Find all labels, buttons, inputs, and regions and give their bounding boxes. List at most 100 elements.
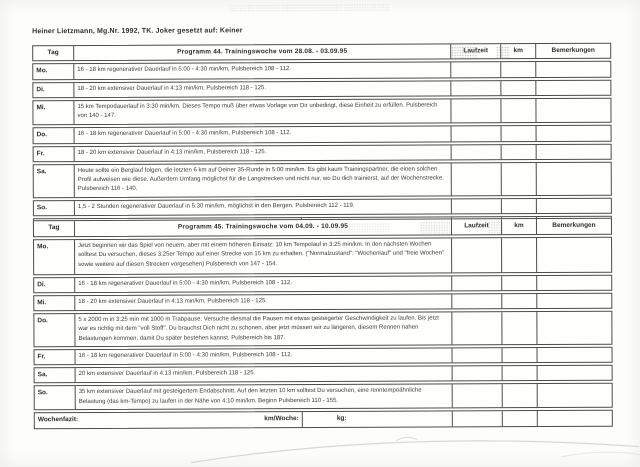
bemerkungen-cell	[535, 98, 611, 122]
day-cell: Mi.	[37, 299, 47, 307]
table-row: Mi. 15 km Tempodauerlauf in 3:30 min/km.…	[32, 97, 612, 125]
bemerkungen-cell	[536, 275, 612, 291]
bemerkungen-cell	[535, 61, 611, 78]
km-cell	[501, 384, 537, 408]
workout-cell: 35 km extensiver Dauerlauf mit gesteiger…	[74, 384, 452, 410]
km-cell	[500, 198, 536, 213]
table-row: Sa. Heute sollte ein Berglauf folgen, di…	[32, 161, 612, 198]
bemerkungen-cell	[536, 347, 612, 363]
day-cell: Sa.	[37, 371, 48, 379]
km-cell	[501, 348, 537, 363]
workout-cell: 20 km extensiver Dauerlauf in 4:13 min/k…	[74, 366, 452, 383]
table-header-row: Tag Programm 45. Trainingswoche vom 04.0…	[32, 217, 613, 238]
workout-cell: 1,5 - 2 Stunden regenerativer Dauerlauf …	[73, 199, 451, 215]
day-cell: So.	[36, 203, 48, 211]
col-header-laufzeit: Laufzeit	[450, 219, 502, 235]
table-row: So. 1,5 - 2 Stunden regenerativer Dauerl…	[32, 197, 612, 216]
program-week-title: Programm 45. Trainingswoche vom 04.09. -…	[73, 219, 452, 237]
day-cell: Di.	[36, 86, 45, 94]
workout-cell: 5 x 2000 m in 3:25 min mit 1000 m Trabpa…	[74, 312, 452, 347]
km-cell	[501, 276, 537, 291]
bemerkungen-cell	[536, 410, 612, 427]
workout-cell: 18 - 20 km extensiver Dauerlauf in 4:13 …	[73, 81, 451, 98]
training-week-table-44: Tag Programm 44. Trainingswoche vom 28.0…	[32, 42, 613, 237]
laufzeit-cell	[450, 162, 501, 196]
week-summary-row: Wochenfazit: km/Woche: kg:	[33, 409, 613, 430]
laufzeit-cell	[451, 348, 502, 363]
athlete-header-line: Heiner Lietzmann, Mg.Nr. 1992, TK. Joker…	[32, 27, 243, 36]
bemerkungen-cell	[535, 162, 611, 195]
laufzeit-cell	[451, 276, 502, 291]
table-row: Mo. Jetzt beginnen wir das Spiel von neu…	[33, 236, 613, 276]
day-cell: Sa.	[36, 167, 47, 176]
table-row: Do. 5 x 2000 m in 3:25 min mit 1000 m Tr…	[33, 310, 613, 348]
km-cell	[500, 144, 536, 159]
workout-cell: Jetzt beginnen wir das Spiel von neuem, …	[74, 238, 452, 275]
laufzeit-cell	[451, 384, 502, 408]
table-row: Sa. 20 km extensiver Dauerlauf in 4:13 m…	[33, 364, 613, 384]
laufzeit-cell	[450, 99, 501, 123]
table-row: Fr. 18 - 20 km extensiver Dauerlauf in 4…	[32, 143, 612, 163]
col-header-bemerkungen: Bemerkungen	[535, 218, 612, 235]
col-header-laufzeit: Laufzeit	[450, 44, 501, 59]
bemerkungen-cell	[535, 80, 611, 96]
laufzeit-cell	[451, 312, 502, 345]
bemerkungen-cell	[536, 293, 612, 309]
workout-cell: 16 - 18 km regenerativer Dauerlauf in 5:…	[74, 276, 452, 293]
workout-cell: 16 - 18 km regenerativer Dauerlauf in 5:…	[73, 126, 451, 143]
workout-cell: 16 - 18 km regenerativer Dauerlauf in 5:…	[73, 62, 451, 80]
table-row: Mi. 18 - 20 km extensiver Dauerlauf in 4…	[33, 292, 613, 312]
day-cell: So.	[37, 389, 48, 397]
day-cell: Mo.	[36, 67, 48, 75]
km-cell	[501, 312, 537, 345]
col-header-tag: Tag	[48, 224, 60, 232]
wochenfazit-label: Wochenfazit:	[37, 416, 79, 424]
col-header-km: km	[500, 44, 536, 59]
table-row: Do. 16 - 18 km regenerativer Dauerlauf i…	[32, 124, 612, 144]
bemerkungen-cell	[536, 383, 612, 408]
table-row: Di. 18 - 20 km extensiver Dauerlauf in 4…	[32, 79, 612, 99]
day-cell: Fr.	[36, 149, 45, 157]
km-cell	[500, 81, 536, 96]
km-cell	[500, 162, 536, 195]
km-cell	[501, 294, 537, 309]
day-cell: Do.	[37, 317, 48, 325]
table-header-row: Tag Programm 44. Trainingswoche vom 28.0…	[32, 42, 612, 62]
workout-cell: 15 km Tempodauerlauf in 3:30 min/km. Die…	[73, 99, 451, 124]
laufzeit-cell	[451, 411, 502, 427]
workout-cell: 18 - 20 km extensiver Dauerlauf in 4:13 …	[73, 145, 451, 161]
laufzeit-cell	[451, 238, 502, 273]
wochenfazit-cell: Wochenfazit: km/Woche:	[35, 412, 302, 428]
laufzeit-cell	[450, 198, 501, 214]
laufzeit-cell	[451, 366, 502, 381]
table-row: So. 35 km extensiver Dauerlauf mit geste…	[33, 382, 613, 411]
bemerkungen-cell	[535, 144, 611, 159]
km-cell	[500, 125, 536, 141]
laufzeit-cell	[450, 144, 501, 160]
col-header-bemerkungen: Bemerkungen	[535, 43, 611, 59]
laufzeit-cell	[450, 81, 501, 96]
bemerkungen-cell	[535, 198, 611, 213]
workout-cell: 18 - 20 km extensiver Dauerlauf in 4:13 …	[74, 294, 452, 311]
training-week-table-45: Tag Programm 45. Trainingswoche vom 04.0…	[32, 217, 613, 432]
workout-cell: 16 - 18 km regenerativer Dauerlauf in 5:…	[74, 348, 452, 365]
col-header-km: km	[500, 219, 537, 235]
km-cell	[500, 99, 536, 122]
laufzeit-cell	[450, 62, 501, 78]
day-cell: Do.	[36, 130, 48, 138]
day-cell: Di.	[37, 281, 46, 289]
km-cell	[501, 411, 537, 427]
table-row: Mo. 16 - 18 km regenerativer Dauerlauf i…	[32, 60, 612, 81]
km-cell	[500, 62, 536, 78]
bemerkungen-cell	[536, 311, 612, 345]
col-header-tag: Tag	[47, 49, 59, 57]
km-cell	[501, 238, 537, 273]
bemerkungen-cell	[536, 365, 612, 381]
table-row: Di. 16 - 18 km regenerativer Dauerlauf i…	[33, 274, 613, 294]
kg-cell: kg:	[301, 411, 452, 428]
bemerkungen-cell	[536, 237, 612, 273]
laufzeit-cell	[450, 125, 501, 142]
scan-noise-patch	[229, 3, 390, 13]
km-woche-label: km/Woche:	[264, 415, 299, 423]
